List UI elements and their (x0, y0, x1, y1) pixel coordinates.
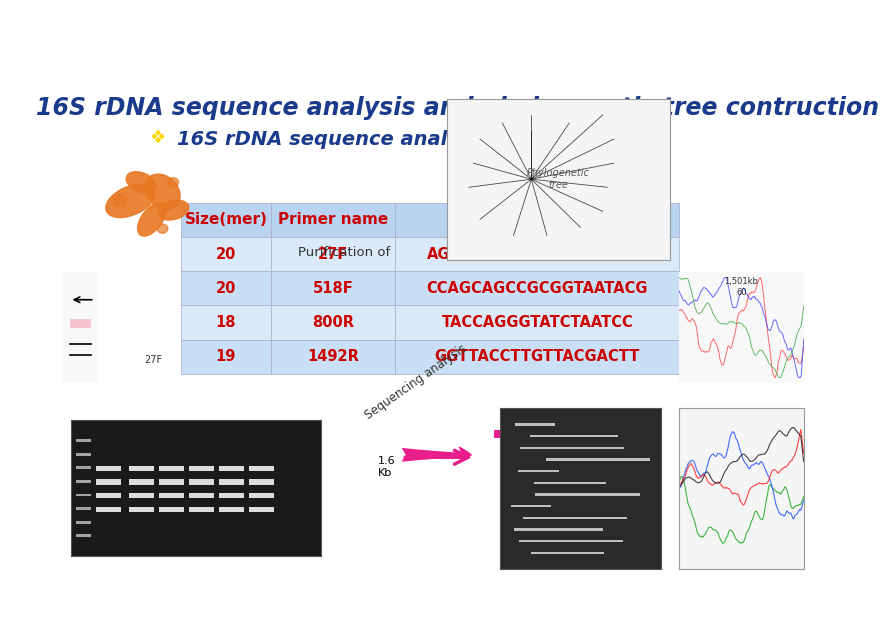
Text: 16S rDNA sequence analysis: 16S rDNA sequence analysis (178, 130, 490, 150)
Text: GGTTACCTTGTTACGACTT: GGTTACCTTGTTACGACTT (435, 349, 640, 365)
Bar (70, 319, 91, 328)
Bar (77, 453, 91, 455)
Bar (249, 493, 274, 498)
Text: 19: 19 (215, 349, 236, 365)
Bar (249, 480, 274, 485)
Bar (219, 480, 244, 485)
Bar (77, 521, 91, 523)
Bar (96, 507, 121, 512)
Bar (77, 480, 91, 483)
Bar (96, 466, 121, 471)
Ellipse shape (106, 184, 154, 218)
Bar (77, 507, 91, 510)
Text: TACCAGGGTATCTAATCC: TACCAGGGTATCTAATCC (441, 315, 633, 330)
Text: 1,501kb
60: 1,501kb 60 (724, 277, 758, 297)
Bar (189, 466, 214, 471)
FancyBboxPatch shape (396, 305, 680, 340)
FancyBboxPatch shape (180, 237, 271, 271)
Bar (546, 423, 650, 426)
FancyBboxPatch shape (271, 271, 396, 305)
Text: 1492R: 1492R (307, 349, 359, 365)
Bar (537, 458, 641, 460)
Bar (219, 493, 244, 498)
Bar (509, 447, 565, 449)
Bar (495, 430, 507, 438)
Text: Sequencing analysis: Sequencing analysis (363, 342, 470, 421)
Circle shape (157, 224, 168, 233)
Bar (538, 517, 627, 519)
Text: 18: 18 (215, 315, 236, 330)
FancyBboxPatch shape (180, 271, 271, 305)
FancyBboxPatch shape (180, 340, 271, 374)
Text: 20: 20 (215, 281, 236, 296)
Bar (159, 493, 184, 498)
Bar (189, 507, 214, 512)
Text: Sequence 5'-3': Sequence 5'-3' (474, 212, 600, 227)
FancyBboxPatch shape (396, 271, 680, 305)
Bar (535, 435, 575, 438)
Bar (543, 528, 647, 531)
Circle shape (168, 178, 179, 187)
Text: ❖: ❖ (150, 129, 166, 147)
FancyBboxPatch shape (396, 237, 680, 271)
Text: CCAGCAGCCGCGGTAATACG: CCAGCAGCCGCGGTAATACG (427, 281, 648, 296)
FancyBboxPatch shape (271, 340, 396, 374)
Text: Purification of: Purification of (298, 246, 391, 259)
FancyBboxPatch shape (271, 305, 396, 340)
FancyBboxPatch shape (396, 340, 680, 374)
Text: 27F: 27F (144, 355, 163, 365)
Bar (508, 481, 564, 484)
Bar (159, 466, 184, 471)
Circle shape (113, 195, 126, 206)
FancyBboxPatch shape (271, 237, 396, 271)
Bar (96, 480, 121, 485)
Text: 1.6
Kb: 1.6 Kb (378, 456, 396, 478)
Bar (189, 480, 214, 485)
FancyBboxPatch shape (396, 203, 680, 237)
Bar (129, 507, 154, 512)
Text: 518F: 518F (313, 281, 354, 296)
Text: 27F: 27F (318, 247, 348, 261)
Ellipse shape (145, 174, 180, 209)
Bar (159, 480, 184, 485)
Bar (219, 466, 244, 471)
Bar (219, 507, 244, 512)
Bar (249, 507, 274, 512)
Ellipse shape (158, 200, 188, 220)
Bar (129, 466, 154, 471)
Bar (528, 493, 616, 496)
Bar (159, 507, 184, 512)
Bar (77, 467, 91, 469)
Bar (532, 552, 605, 554)
Bar (129, 493, 154, 498)
Bar (96, 493, 121, 498)
Text: AGAGTTTGATCCTGGCTCAG: AGAGTTTGATCCTGGCTCAG (427, 247, 648, 261)
Ellipse shape (126, 172, 156, 193)
Bar (536, 470, 624, 472)
Bar (77, 535, 91, 537)
Bar (77, 494, 91, 496)
Text: 20: 20 (215, 247, 236, 261)
Ellipse shape (138, 203, 166, 236)
Bar (77, 439, 91, 442)
Text: Size(mer): Size(mer) (184, 212, 267, 227)
Text: Phylogenetic
tree: Phylogenetic tree (527, 169, 589, 190)
Bar (520, 505, 576, 507)
FancyBboxPatch shape (180, 305, 271, 340)
Bar (249, 466, 274, 471)
Text: 800R: 800R (312, 315, 355, 330)
Bar (189, 493, 214, 498)
Bar (129, 480, 154, 485)
FancyBboxPatch shape (180, 203, 271, 237)
Text: Primer name: Primer name (278, 212, 388, 227)
Text: 16S rDNA sequence analysis and phylogenetic tree contruction: 16S rDNA sequence analysis and phylogene… (36, 96, 880, 119)
Bar (546, 540, 602, 543)
FancyBboxPatch shape (271, 203, 396, 237)
